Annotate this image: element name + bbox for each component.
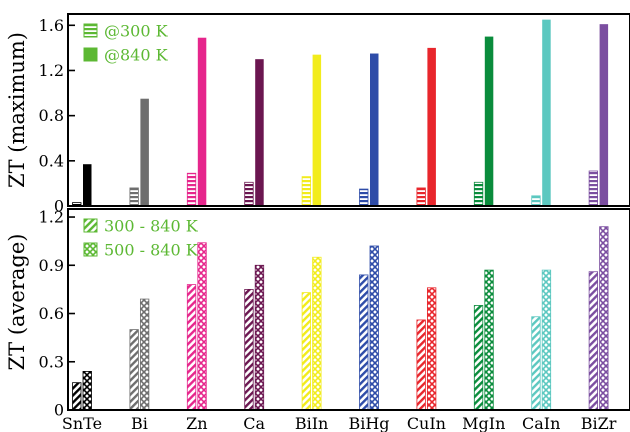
bar-MgIn-series-2 — [484, 36, 494, 207]
y-tick-label: 0.6 — [39, 304, 64, 323]
y-axis-label: ZT (average) — [5, 234, 29, 371]
bar-SnTe-series-2 — [82, 371, 92, 411]
bar-CuIn-series-2 — [427, 47, 436, 206]
bar-Ca-series-1 — [244, 288, 254, 411]
bar-Bi-series-2 — [140, 98, 149, 206]
y-tick-label: 1.6 — [39, 16, 64, 35]
x-tick-label: Bi — [131, 414, 148, 432]
bar-BiIn-series-1 — [301, 176, 312, 207]
bar-BiHg-series-1 — [359, 188, 369, 207]
y-tick-label: 0.4 — [39, 151, 64, 170]
bar-Zn-series-1 — [186, 172, 197, 207]
bar-CuIn-series-2 — [426, 287, 437, 411]
x-tick-label: CuIn — [407, 414, 446, 432]
bar-CaIn-series-2 — [541, 269, 552, 411]
bar-BiZr-series-2 — [599, 24, 609, 207]
legend-label-2: 500 - 840 K — [104, 241, 199, 260]
bar-Zn-series-2 — [197, 37, 207, 206]
bar-CuIn-series-1 — [416, 319, 426, 411]
bar-SnTe-series-1 — [72, 382, 82, 411]
y-tick-label: 1.2 — [39, 208, 64, 227]
x-tick-label: CaIn — [522, 414, 560, 432]
legend-label-1: @300 K — [104, 22, 169, 41]
legend-label-2: @840 K — [104, 46, 169, 65]
bar-Ca-series-2 — [254, 264, 265, 411]
bar-CaIn-series-2 — [542, 19, 551, 206]
legend-swatch-1 — [83, 218, 98, 233]
top-panel: 0 0.4 0.8 1.2 1.6 ZT (maximum) @300 K @840 K — [5, 13, 630, 216]
x-tick-label: MgIn — [462, 414, 505, 432]
plot-frame — [67, 13, 630, 207]
bottom-panel: SnTe Bi Zn Ca BiIn BiHg CuIn MgIn CaIn BiZr 0 0.3 0.… — [5, 208, 630, 432]
bar-Zn-series-2 — [197, 242, 207, 411]
bar-BiIn-series-2 — [312, 256, 322, 411]
bar-BiZr-series-1 — [588, 271, 598, 411]
x-tick-label: Ca — [243, 414, 265, 432]
x-tick-label: SnTe — [62, 414, 102, 432]
bar-Bi-series-1 — [129, 329, 139, 411]
bar-Ca-series-2 — [255, 59, 264, 207]
bar-CuIn-series-1 — [416, 187, 426, 207]
y-tick-label: 0.8 — [39, 106, 64, 125]
legend-label-1: 300 - 840 K — [104, 217, 199, 236]
y-tick-label: 0.9 — [39, 256, 64, 275]
bar-BiHg-series-1 — [359, 274, 369, 411]
bar-BiZr-series-1 — [588, 170, 598, 207]
bar-BiIn-series-1 — [301, 292, 312, 411]
legend-swatch-2 — [83, 242, 98, 257]
bar-CaIn-series-1 — [531, 195, 541, 207]
legend-swatch-2 — [83, 47, 98, 62]
x-tick-label: BiHg — [348, 414, 389, 432]
y-tick-label: 0 — [54, 401, 64, 420]
x-tick-label: BiIn — [295, 414, 329, 432]
bar-BiHg-series-2 — [369, 245, 379, 411]
bar-Ca-series-1 — [244, 181, 254, 207]
bar-BiHg-series-2 — [370, 53, 379, 206]
y-tick-label: 1.2 — [39, 61, 64, 80]
bar-MgIn-series-2 — [484, 269, 494, 411]
bar-BiIn-series-2 — [312, 54, 322, 206]
y-axis-label: ZT (maximum) — [5, 32, 29, 188]
bar-MgIn-series-1 — [473, 305, 484, 411]
bar-SnTe-series-2 — [83, 164, 92, 206]
bar-Bi-series-1 — [129, 187, 139, 207]
legend-swatch-1 — [83, 23, 98, 38]
bar-Zn-series-1 — [186, 284, 197, 411]
bar-Bi-series-2 — [139, 298, 150, 411]
y-tick-label: 0.3 — [39, 352, 64, 371]
bar-MgIn-series-1 — [473, 181, 484, 207]
x-tick-label: Zn — [186, 414, 207, 432]
bar-BiZr-series-2 — [599, 226, 609, 411]
bar-CaIn-series-1 — [531, 316, 541, 411]
x-tick-label: BiZr — [581, 414, 617, 432]
y-tick-label: 0 — [54, 197, 64, 216]
plot-frame — [67, 208, 630, 411]
